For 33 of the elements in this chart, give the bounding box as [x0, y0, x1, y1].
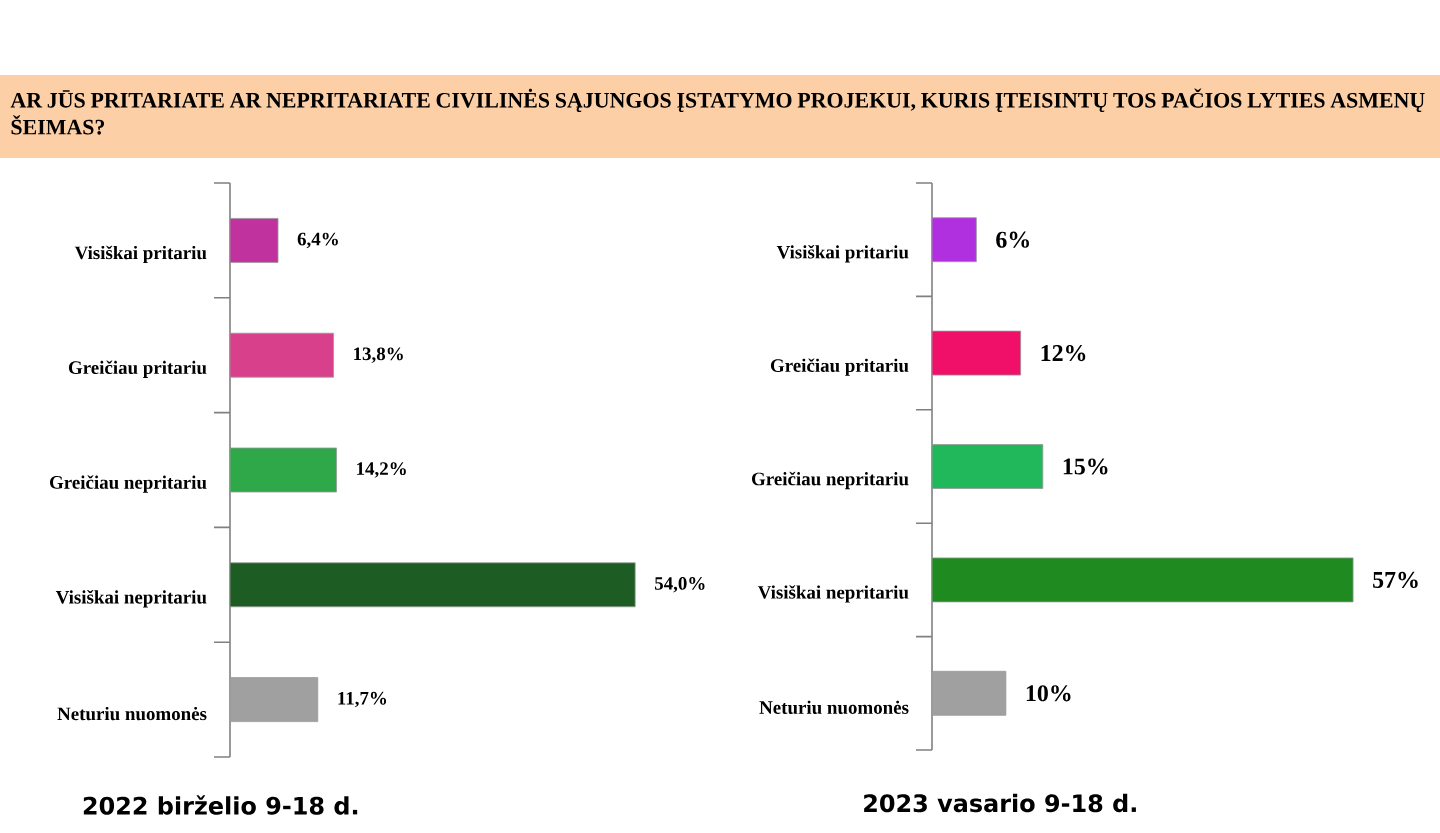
- y-tick-label: Neturiu nuomonės: [57, 706, 207, 721]
- bar: [229, 447, 337, 493]
- data-label: 13,8%: [354, 347, 403, 363]
- bar: [931, 670, 1007, 716]
- y-tick-label: Visiškai pritariu: [776, 245, 909, 263]
- bar: [931, 557, 1354, 603]
- y-tick-label: Greičiau pritariu: [770, 358, 909, 376]
- y-tick-label: Visiškai nepritariu: [757, 585, 909, 603]
- data-label: 12%: [1041, 344, 1086, 362]
- x-axis-title: 2022 birželio 9-18 d.: [83, 795, 358, 815]
- y-tick-label: Visiškai pritariu: [74, 245, 207, 264]
- data-label: 6%: [996, 231, 1029, 248]
- x-axis-title: 2023 vasario 9-18 d.: [864, 793, 1136, 813]
- bar: [229, 218, 279, 263]
- y-tick-label: Greičiau pritariu: [68, 360, 207, 378]
- data-label: 15%: [1063, 458, 1108, 475]
- data-label: 6,4%: [297, 232, 338, 249]
- data-label: 10%: [1026, 685, 1071, 702]
- bar: [229, 562, 636, 608]
- data-label: 57%: [1373, 571, 1418, 589]
- data-label: 14,2%: [357, 462, 406, 478]
- bar: [229, 332, 334, 378]
- y-tick-label: Neturiu nuomonės: [759, 700, 909, 714]
- bar: [229, 677, 319, 722]
- y-tick-label: Greičiau nepritariu: [752, 471, 909, 490]
- text: AR JŪS PRITARIATE AR NEPRITARIATE CIVILINĖS SĄJUNGOS ĮSTATYMO PROJEKUI, KURIS ĮTEISINTŲ TOS PAČIOS LYTIES ASMENŲ ŠEIMAS?: [10, 88, 1425, 135]
- data-label: 11,7%: [338, 691, 387, 708]
- bar: [931, 217, 977, 263]
- data-label: 54,0%: [654, 577, 705, 593]
- bar: [931, 330, 1022, 376]
- y-tick-label: Greičiau nepritariu: [49, 475, 207, 493]
- y-tick-label: Visiškai nepritariu: [55, 590, 207, 608]
- bar: [931, 444, 1044, 489]
